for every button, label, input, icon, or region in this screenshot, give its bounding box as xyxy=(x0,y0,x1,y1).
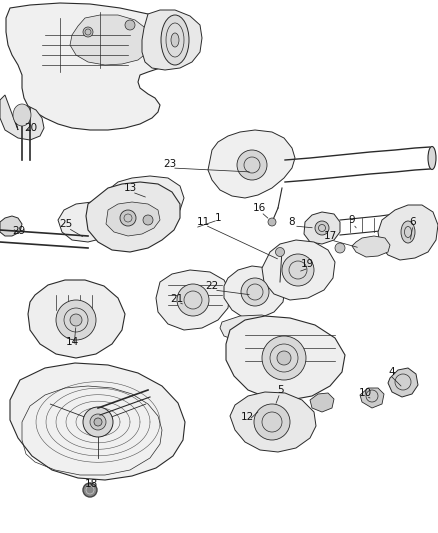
Text: 4: 4 xyxy=(389,367,396,377)
Circle shape xyxy=(56,300,96,340)
Polygon shape xyxy=(208,130,295,198)
Circle shape xyxy=(268,218,276,226)
Polygon shape xyxy=(70,15,152,65)
Polygon shape xyxy=(86,182,180,252)
Polygon shape xyxy=(106,202,160,236)
Polygon shape xyxy=(142,10,202,70)
Ellipse shape xyxy=(401,221,415,243)
Text: 8: 8 xyxy=(289,217,295,227)
Polygon shape xyxy=(108,176,184,222)
Text: 17: 17 xyxy=(323,231,337,241)
Ellipse shape xyxy=(13,104,31,126)
Circle shape xyxy=(241,278,269,306)
Circle shape xyxy=(315,221,329,235)
Polygon shape xyxy=(378,205,438,260)
Circle shape xyxy=(70,314,82,326)
Circle shape xyxy=(254,404,290,440)
Circle shape xyxy=(177,284,209,316)
Circle shape xyxy=(237,150,267,180)
Circle shape xyxy=(125,20,135,30)
Text: 14: 14 xyxy=(65,337,79,347)
Text: 13: 13 xyxy=(124,183,137,193)
Polygon shape xyxy=(224,266,285,318)
Circle shape xyxy=(120,210,136,226)
Polygon shape xyxy=(388,368,418,397)
Text: 1: 1 xyxy=(215,213,221,223)
Ellipse shape xyxy=(171,33,179,47)
Polygon shape xyxy=(6,3,178,130)
Circle shape xyxy=(277,351,291,365)
Circle shape xyxy=(276,247,285,256)
Circle shape xyxy=(94,418,102,426)
Polygon shape xyxy=(58,202,116,242)
Circle shape xyxy=(335,243,345,253)
Polygon shape xyxy=(0,95,44,140)
Text: 16: 16 xyxy=(252,203,265,213)
Polygon shape xyxy=(310,393,334,412)
Circle shape xyxy=(83,483,97,497)
Text: 25: 25 xyxy=(60,219,73,229)
Circle shape xyxy=(83,27,93,37)
Text: 21: 21 xyxy=(170,294,184,304)
Text: 10: 10 xyxy=(358,388,371,398)
Text: 6: 6 xyxy=(410,217,416,227)
Circle shape xyxy=(282,254,314,286)
Text: 5: 5 xyxy=(277,385,283,395)
Polygon shape xyxy=(156,270,230,330)
Ellipse shape xyxy=(161,15,189,65)
Polygon shape xyxy=(10,363,185,480)
Text: 29: 29 xyxy=(12,226,26,236)
Text: 23: 23 xyxy=(163,159,177,169)
Text: 20: 20 xyxy=(25,123,38,133)
Polygon shape xyxy=(0,216,22,236)
Circle shape xyxy=(143,215,153,225)
Polygon shape xyxy=(226,316,345,400)
Text: 18: 18 xyxy=(85,479,98,489)
Circle shape xyxy=(83,407,113,437)
Text: 12: 12 xyxy=(240,412,254,422)
Polygon shape xyxy=(262,240,335,300)
Polygon shape xyxy=(28,280,125,358)
Text: 22: 22 xyxy=(205,281,219,291)
Polygon shape xyxy=(220,315,282,342)
Polygon shape xyxy=(352,236,390,257)
Circle shape xyxy=(90,414,106,430)
Text: 19: 19 xyxy=(300,259,314,269)
Ellipse shape xyxy=(428,147,436,169)
Polygon shape xyxy=(304,212,340,244)
Text: 11: 11 xyxy=(196,217,210,227)
Circle shape xyxy=(262,336,306,380)
Text: 9: 9 xyxy=(349,215,355,225)
Polygon shape xyxy=(360,388,384,408)
Polygon shape xyxy=(230,392,316,452)
